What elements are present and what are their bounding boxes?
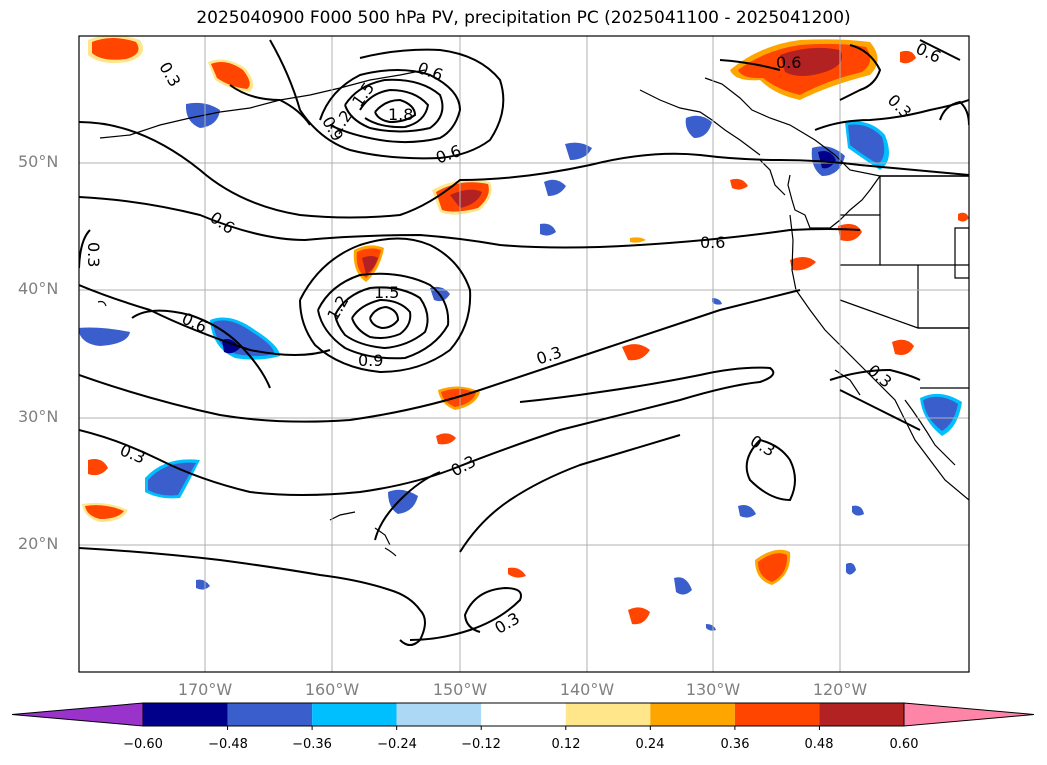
colorbar-segment (565, 703, 651, 726)
colorbar-extend-min (11, 702, 144, 727)
colorbar-tick: 0.48 (804, 737, 834, 752)
colorbar-tick: 0.36 (720, 737, 750, 752)
lat-label-40n: 40°N (18, 279, 59, 298)
colorbar-segment (819, 703, 904, 726)
lon-label-120w: 120°W (812, 680, 868, 699)
pv-contours (79, 39, 969, 646)
contour-label: 1.5 (374, 283, 399, 302)
contour-label: 1.8 (388, 105, 413, 124)
lon-label-160w: 160°W (304, 680, 360, 699)
colorbar-segment (396, 703, 482, 726)
lon-label-140w: 140°W (559, 680, 615, 699)
colorbar-extend-max (903, 702, 1035, 727)
colorbar-tick: −0.48 (208, 737, 248, 752)
map-title: 2025040900 F000 500 hPa PV, precipitatio… (196, 8, 851, 28)
colorbar-segment (481, 703, 566, 726)
lon-label-130w: 130°W (685, 680, 741, 699)
colorbar-tick: 0.24 (635, 737, 665, 752)
colorbar-segment (312, 703, 397, 726)
colorbar-tick: −0.24 (377, 737, 417, 752)
colorbar-segment (227, 703, 313, 726)
contour-label: 0.6 (700, 233, 725, 252)
contour-label: 0.9 (358, 351, 383, 370)
lat-label-30n: 30°N (18, 407, 59, 426)
colorbar-tick: 0.12 (551, 737, 581, 752)
lon-label-170w: 170°W (177, 680, 233, 699)
colorbar-tick: −0.12 (461, 737, 501, 752)
lat-label-50n: 50°N (18, 152, 59, 171)
colorbar-frame (142, 702, 905, 727)
map-frame (78, 35, 970, 673)
lat-label-20n: 20°N (18, 534, 59, 553)
colorbar-tick: 0.60 (889, 737, 919, 752)
colorbar (11, 702, 1035, 730)
precip-negative-anomalies (79, 102, 962, 631)
coastlines (97, 69, 969, 557)
colorbar-segment (650, 703, 735, 726)
colorbar-tick: −0.36 (292, 737, 332, 752)
colorbar-tick: −0.60 (123, 737, 163, 752)
lon-label-150w: 150°W (432, 680, 488, 699)
contour-label: 0.6 (776, 53, 801, 72)
map-background (79, 36, 969, 672)
colorbar-segment (734, 703, 820, 726)
contour-label: 0.3 (84, 242, 103, 267)
colorbar-segment (143, 703, 228, 726)
precip-positive-anomalies (82, 36, 969, 625)
